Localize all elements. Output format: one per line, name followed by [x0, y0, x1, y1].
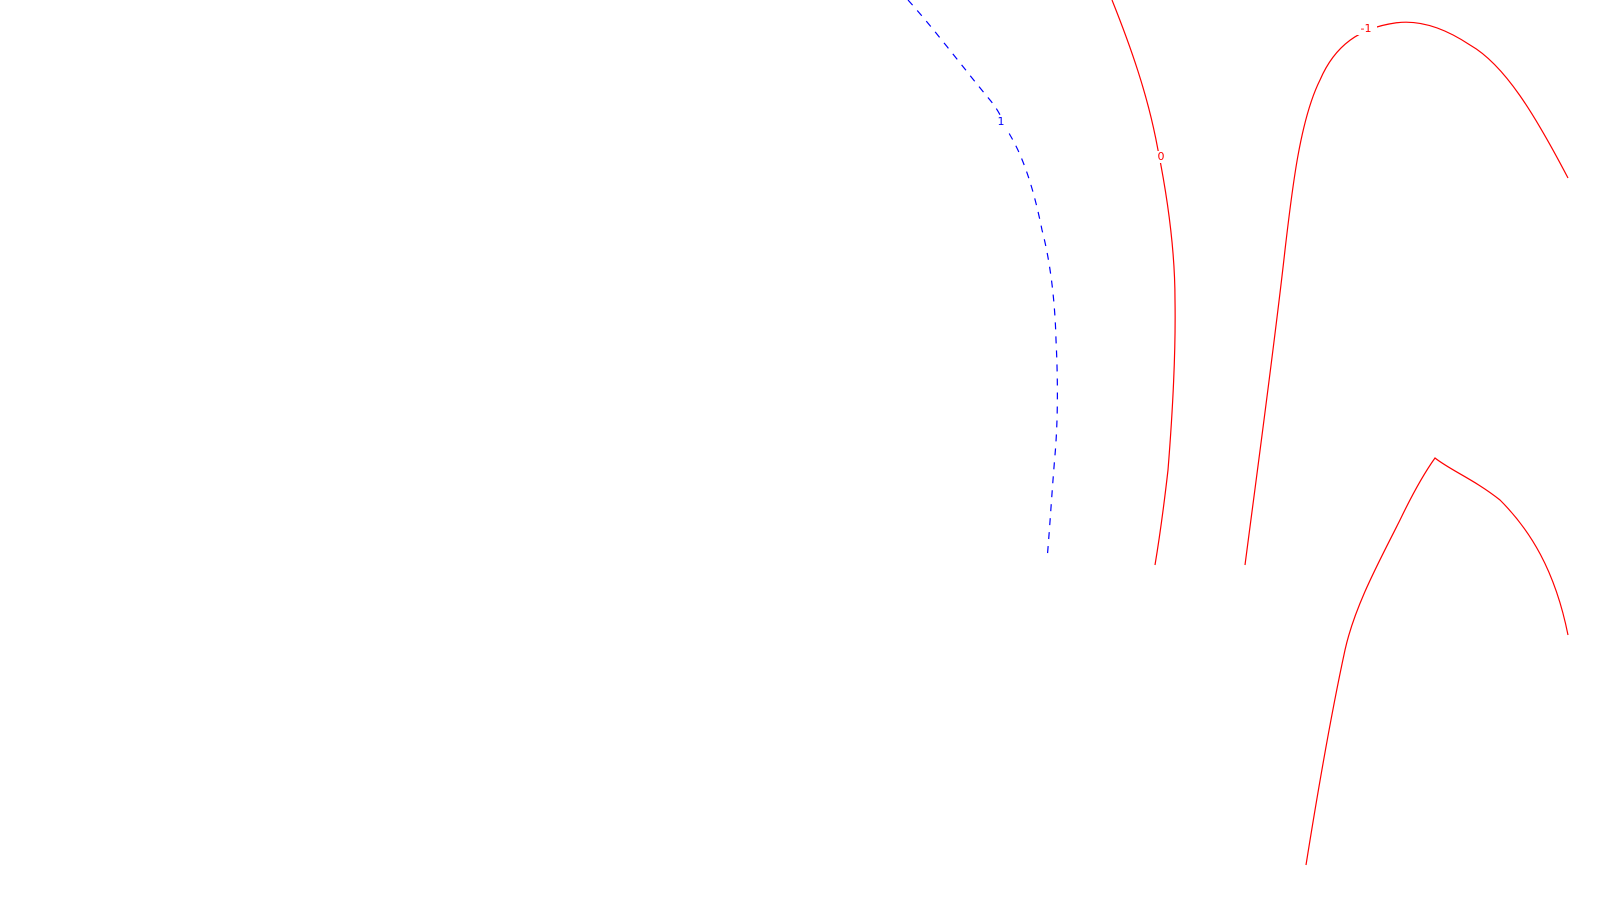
- contour-label-0: 0: [1158, 150, 1165, 163]
- contour-group-neg1: -1: [1244, 21, 1569, 566]
- contour-label-halo-1: [995, 116, 1007, 128]
- contour-line-neg1: [1244, 21, 1569, 566]
- contour-group-neg1-lower: [1305, 457, 1569, 866]
- contour-label-halo-neg1: [1355, 22, 1377, 35]
- contour-group-1: 1: [907, 0, 1058, 561]
- contour-label-1: 1: [998, 115, 1005, 128]
- contour-label-neg1: -1: [1361, 22, 1372, 35]
- contour-line-neg1-lower: [1305, 457, 1569, 866]
- contour-group-0: 0: [1111, 0, 1176, 566]
- contour-line-0: [1111, 0, 1176, 566]
- contour-line-1: [907, 0, 1058, 561]
- contour-label-halo-0: [1155, 151, 1167, 163]
